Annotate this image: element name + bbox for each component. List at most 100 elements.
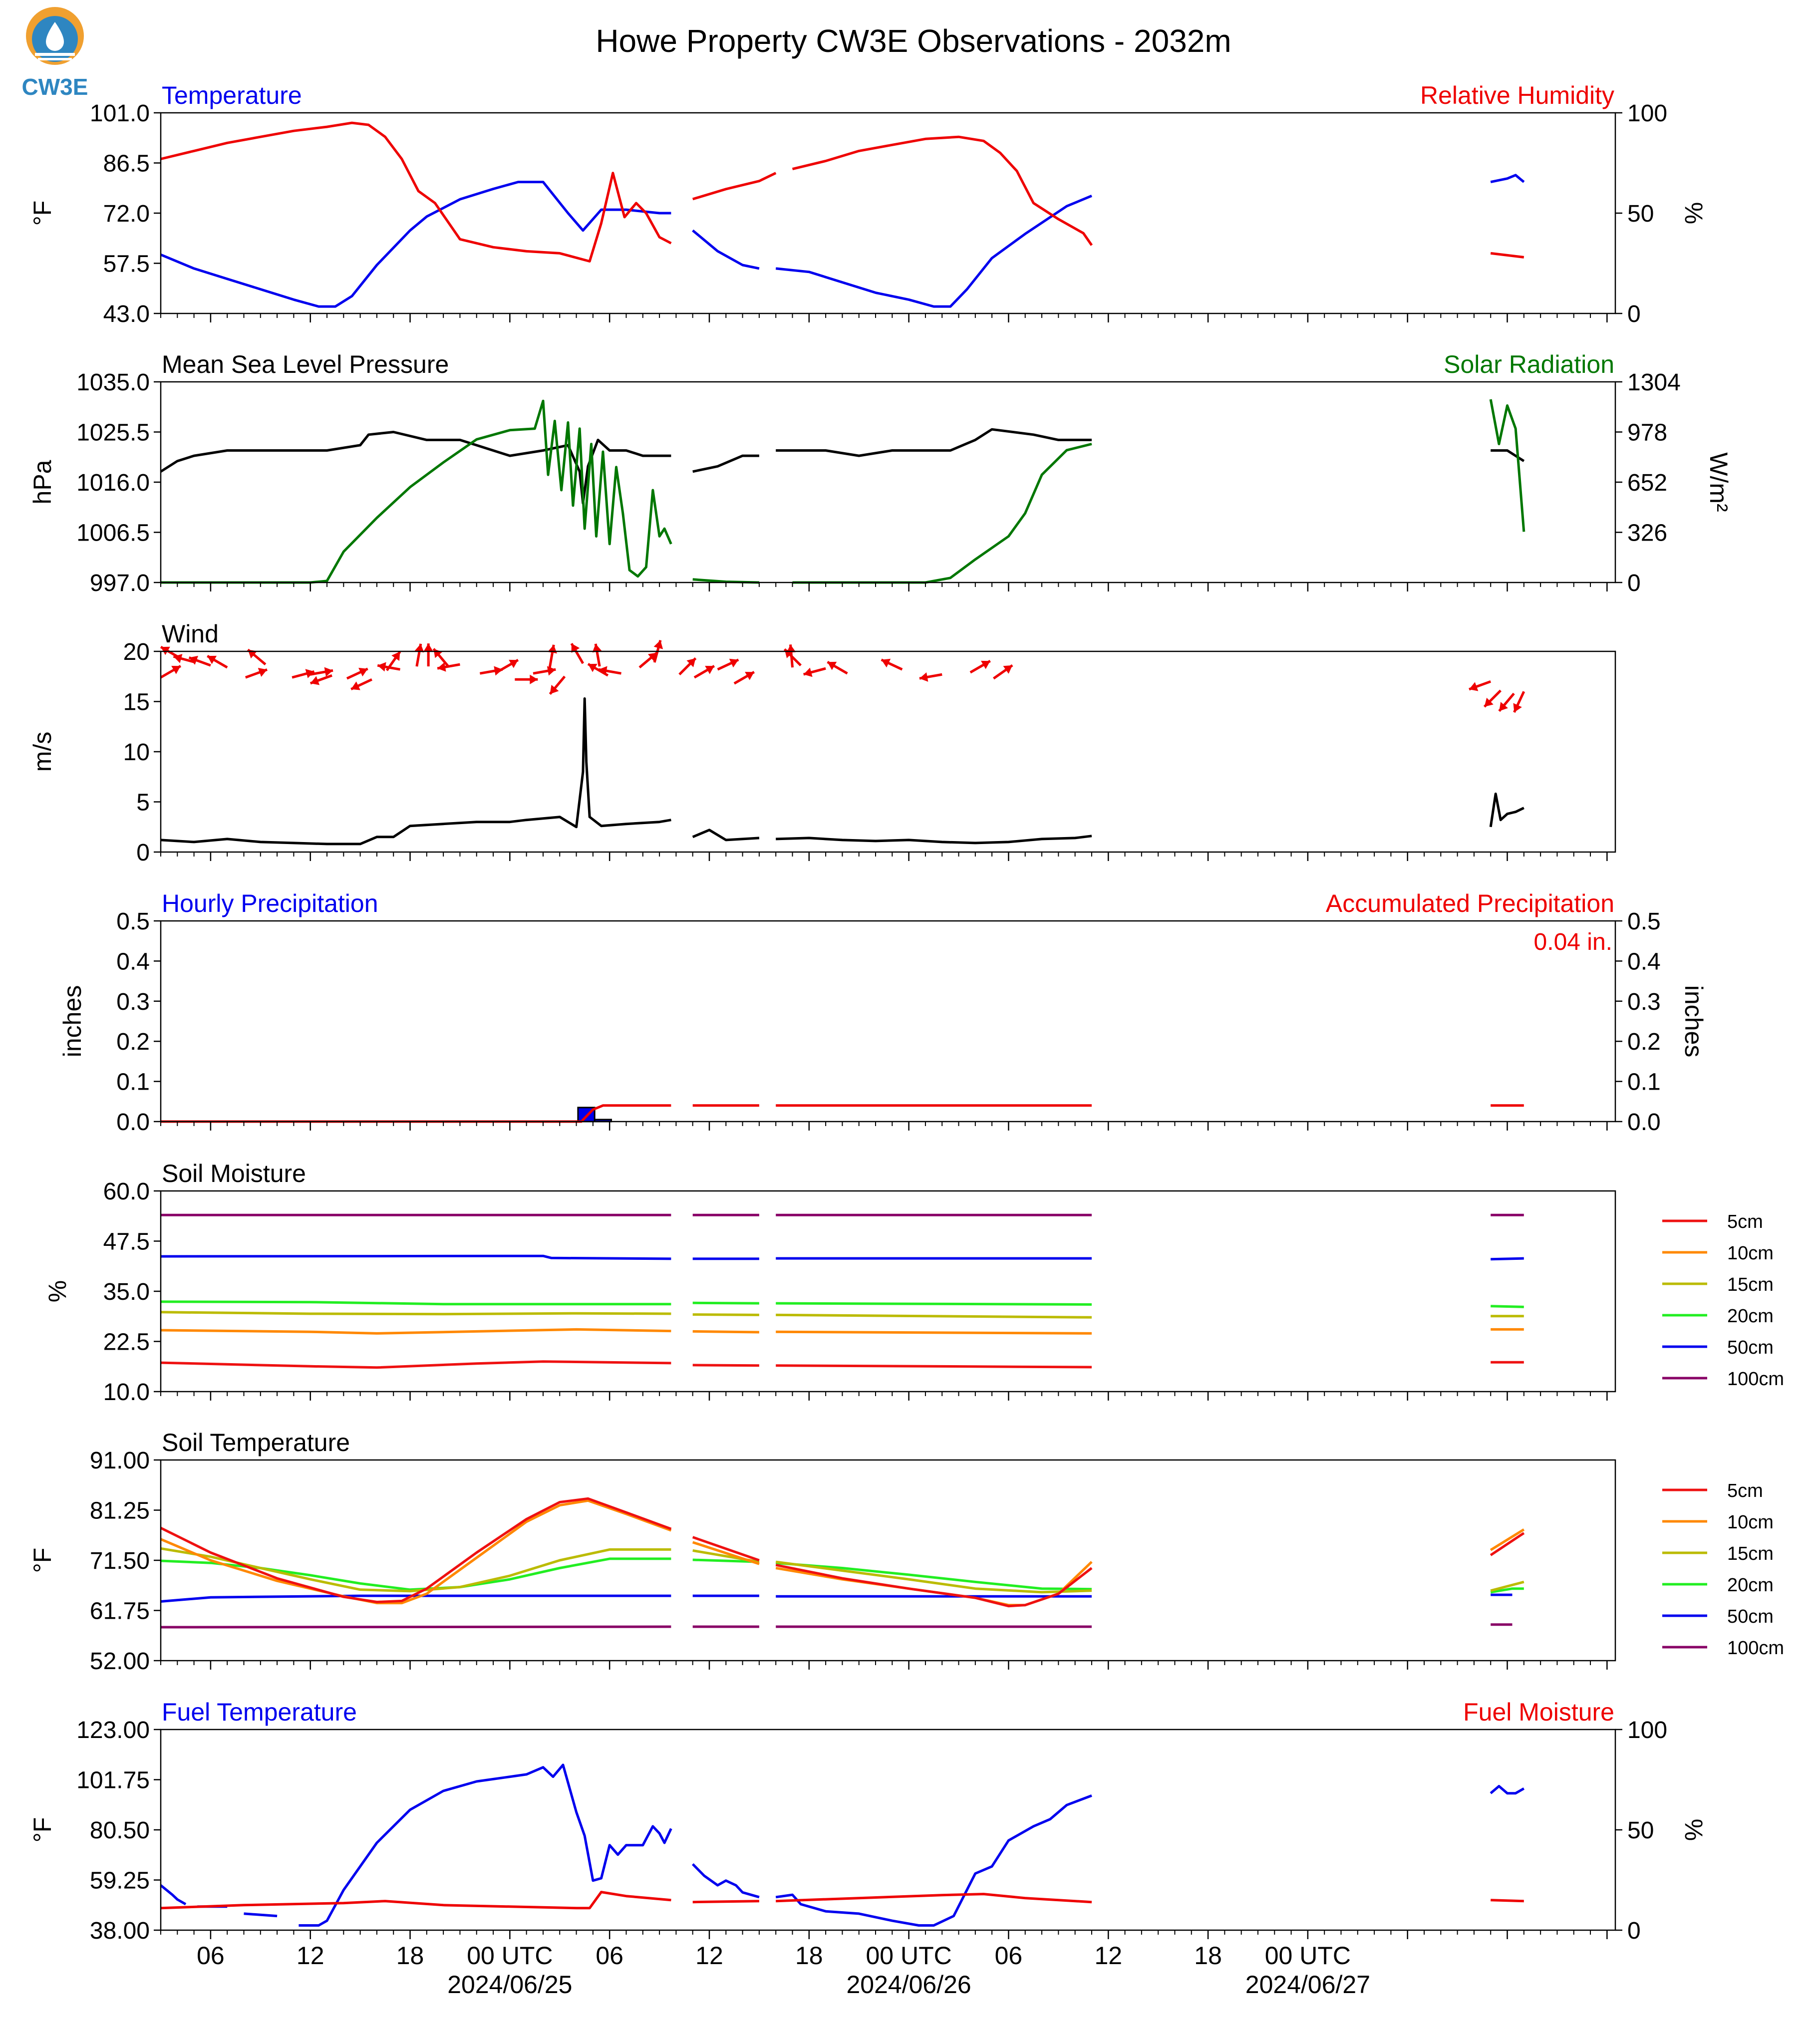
wind-arrow-head — [324, 667, 333, 677]
soiltemp-series-20cm-seg-3 — [1490, 1587, 1524, 1594]
ytick2-label: 0 — [1627, 1918, 1641, 1944]
ytick-label: 61.75 — [90, 1598, 150, 1625]
pressure-series-1-seg-2 — [792, 443, 1092, 584]
soilmoist-series-50cm-seg-3 — [1491, 1257, 1524, 1261]
xtick-label: 06 — [596, 1942, 623, 1970]
legend-label-10cm: 10cm — [1727, 1512, 1774, 1533]
fuel-frame — [160, 1729, 1616, 1931]
pressure-series-1-seg-3 — [1489, 399, 1525, 532]
pressure-series-0-seg-2 — [776, 428, 1092, 457]
xtick-label: 18 — [1194, 1942, 1222, 1970]
precip-ylabel: inches — [58, 985, 86, 1058]
ytick-label: 0.4 — [116, 948, 150, 975]
xtick-date: 2024/06/25 — [447, 1971, 572, 1999]
ytick2-label: 652 — [1627, 470, 1667, 496]
soiltemp-frame — [160, 1459, 1616, 1662]
panel-temp: 43.0 57.5 72.0 86.5 101.0 0 50 100 Temperature Re… — [28, 81, 1708, 327]
temp-series-0-seg-3 — [1490, 174, 1525, 184]
soilmoist-series-50cm-seg-0 — [160, 1254, 671, 1260]
soilmoist-series-10cm-seg-0 — [160, 1328, 671, 1335]
ytick-label: 0.2 — [116, 1029, 150, 1055]
temp-series-0-seg-0 — [160, 181, 671, 308]
ytick2-label: 0.3 — [1627, 989, 1661, 1015]
ytick-label: 59.25 — [90, 1868, 150, 1894]
temp-ylabel2: % — [1680, 202, 1708, 224]
wind-arrow-4 — [207, 654, 228, 669]
legend-label-5cm: 5cm — [1727, 1480, 1763, 1501]
fuel-ylabel: °F — [28, 1817, 56, 1843]
wind-arrow-head — [310, 676, 320, 685]
ytick2-label: 0.0 — [1627, 1109, 1661, 1136]
ytick-label: 57.5 — [103, 251, 150, 278]
soiltemp-series-50cm-seg-0 — [160, 1594, 671, 1603]
soiltemp-ylabel: °F — [28, 1548, 56, 1573]
wind-arrow-head — [437, 662, 446, 672]
logo-drop — [46, 22, 64, 51]
temp-series-1-seg-2 — [792, 135, 1093, 246]
wind-arrow-head — [171, 665, 181, 674]
wind-ylabel: m/s — [28, 732, 56, 772]
wind-arrow-head — [1484, 697, 1494, 707]
wind-arrow-20 — [515, 674, 538, 684]
xtick-date: 2024/06/27 — [1245, 1971, 1370, 1999]
soiltemp-series-15cm-seg-3 — [1490, 1580, 1524, 1592]
wind-arrow-13 — [377, 662, 400, 672]
pressure-ylabel: hPa — [28, 460, 56, 504]
fuel-title-left: Fuel Temperature — [162, 1698, 357, 1726]
pressure-title-left: Mean Sea Level Pressure — [162, 350, 449, 378]
pressure-title-right: Solar Radiation — [1444, 350, 1614, 378]
logo-wave-2 — [38, 58, 72, 60]
wind-arrow-15 — [423, 643, 433, 667]
soilmoist-series-10cm-seg-2 — [776, 1330, 1092, 1335]
fuel-series-1-seg-3 — [1491, 1899, 1524, 1903]
soilmoist-series-10cm-seg-1 — [692, 1330, 759, 1334]
wind-arrow-head — [729, 658, 739, 668]
ytick-label: 72.0 — [103, 201, 150, 227]
wind-arrow-head — [509, 659, 518, 668]
temp-series-1-seg-0 — [160, 121, 672, 263]
wind-arrow-head — [391, 651, 400, 661]
wind-arrow-41 — [993, 664, 1013, 680]
wind-arrow-22 — [548, 644, 557, 668]
wind-arrow-head — [207, 655, 217, 664]
xtick-label: 18 — [795, 1942, 823, 1970]
soilmoist-ylabel: % — [43, 1280, 71, 1302]
wind-series-0-seg-3 — [1489, 792, 1524, 828]
legend-label-15cm: 15cm — [1727, 1543, 1774, 1564]
panel-pressure: 997.0 1006.5 1016.0 1025.5 1035.0 0 326 652 978 1… — [28, 350, 1733, 596]
xtick-label: 12 — [695, 1942, 723, 1970]
precip-title-left: Hourly Precipitation — [162, 889, 378, 917]
xtick-date: 2024/06/26 — [847, 1971, 971, 1999]
wind-arrow-head — [1513, 703, 1522, 713]
ytick-label: 10 — [123, 739, 150, 766]
fuel-title-right: Fuel Moisture — [1463, 1698, 1614, 1726]
soilmoist-series-15cm-seg-0 — [160, 1311, 671, 1316]
pressure-series-1-seg-0 — [161, 399, 672, 584]
wind-arrow-head — [919, 672, 928, 682]
ytick-label: 101.75 — [76, 1767, 150, 1794]
wind-arrow-17 — [437, 662, 460, 672]
wind-series-0-seg-0 — [160, 697, 671, 846]
wind-arrow-head — [881, 658, 891, 668]
wind-arrow-head — [423, 643, 433, 652]
ytick-label: 1025.5 — [76, 420, 150, 446]
ytick-label: 52.00 — [90, 1648, 150, 1675]
ytick2-label: 0.2 — [1627, 1029, 1661, 1055]
soiltemp-series-10cm-seg-3 — [1490, 1528, 1525, 1551]
soilmoist-series-5cm-seg-2 — [776, 1364, 1092, 1369]
wind-arrow-33 — [733, 671, 755, 685]
wind-series-0-seg-2 — [776, 835, 1092, 845]
legend-label-50cm: 50cm — [1727, 1337, 1774, 1358]
precip-ylabel2: inches — [1680, 985, 1708, 1058]
wind-arrow-head — [547, 666, 556, 676]
wind-arrow-head — [550, 685, 559, 694]
wind-arrow-head — [530, 674, 538, 684]
ytick2-label: 978 — [1627, 420, 1667, 446]
ytick2-label: 0 — [1627, 570, 1641, 596]
fuel-series-1-seg-1 — [692, 1900, 759, 1904]
wind-arrow-head — [414, 643, 424, 653]
soiltemp-title-left: Soil Temperature — [162, 1429, 350, 1456]
